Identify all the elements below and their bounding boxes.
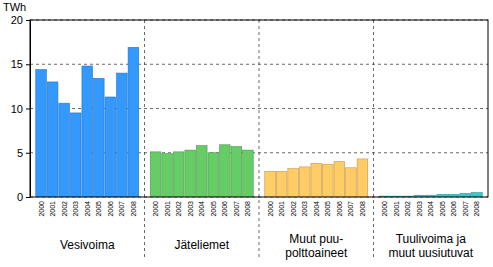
bar (59, 103, 70, 197)
tick-label: 15 (11, 58, 23, 70)
tick-label: 2005 (439, 201, 446, 217)
tick-label: 2001 (49, 201, 56, 217)
tick-mark (26, 197, 30, 198)
group-label: Muut puu-polttoaineet (285, 232, 348, 260)
tick-label: 2002 (290, 201, 297, 217)
tick-label: 2008 (130, 201, 137, 217)
tick-label: 2002 (175, 201, 182, 217)
bar (117, 73, 128, 197)
tick-label: 2006 (336, 201, 343, 217)
tick-label: 2006 (221, 201, 228, 217)
tick: 5 (17, 147, 30, 159)
bar (346, 168, 357, 197)
tick-label: 2000 (38, 201, 45, 217)
tick-label: 2003 (301, 201, 308, 217)
tick-label: 2006 (107, 201, 114, 217)
bar (162, 154, 173, 197)
bar (47, 82, 58, 197)
bar (265, 171, 276, 197)
tick-label: 5 (17, 147, 23, 159)
bar (196, 146, 207, 197)
tick-label: 2003 (72, 201, 79, 217)
bar (185, 150, 196, 197)
tick-label: 2001 (278, 201, 285, 217)
tick-label: 2007 (347, 201, 354, 217)
bar (231, 147, 242, 197)
tick-label: 10 (11, 103, 23, 115)
panel-separator (144, 20, 145, 259)
tick-label: 2000 (381, 201, 388, 217)
bar (150, 152, 161, 197)
tick-mark (26, 153, 30, 154)
bar (288, 169, 299, 197)
tick-label: 2005 (324, 201, 331, 217)
plot-frame (30, 20, 488, 197)
bar (93, 78, 104, 197)
group-label: Tuulivoima jamuut uusiutuvat (388, 232, 473, 260)
bar (243, 150, 254, 197)
tick: 20 (11, 14, 30, 26)
bar (82, 66, 93, 197)
bar (299, 167, 310, 197)
tick-label: 2001 (164, 201, 171, 217)
bar (173, 152, 184, 197)
tick-label: 2006 (450, 201, 457, 217)
tick-label: 2003 (187, 201, 194, 217)
bars (36, 47, 482, 197)
grid (30, 20, 488, 259)
tick-label: 2004 (198, 201, 205, 217)
tick-label: 2004 (313, 201, 320, 217)
axis-line (26, 21, 31, 198)
tick-mark (26, 64, 30, 65)
bar (357, 159, 368, 197)
bar (460, 193, 471, 197)
tick-label: 2007 (462, 201, 469, 217)
panel-separator (259, 20, 260, 259)
bar (322, 164, 333, 197)
group-label: Vesivoima (60, 238, 115, 252)
bar (208, 153, 219, 197)
tick-mark (26, 20, 30, 21)
tick-label: 2002 (61, 201, 68, 217)
tick-label: 2003 (416, 201, 423, 217)
bar (128, 47, 139, 197)
tick: 10 (11, 103, 30, 115)
panel-separator (373, 20, 374, 259)
tick-label: 2002 (404, 201, 411, 217)
tick-label: 2005 (210, 201, 217, 217)
bar (472, 193, 483, 197)
tick-label: 2008 (244, 201, 251, 217)
tick-label: 2005 (95, 201, 102, 217)
tick-label: 2008 (359, 201, 366, 217)
x-labels: 2000 2001 2002 2003 2004 2005 2006 2007 2008 Vesi… (38, 201, 481, 260)
tick-label: 0 (17, 191, 23, 203)
tick-label: 2001 (393, 201, 400, 217)
group-label: Jäteliemet (174, 238, 229, 252)
tick: 0 (17, 191, 30, 203)
bar (220, 145, 231, 197)
chart: 05101520TWh20002001200220032004200520062… (0, 0, 493, 267)
tick-label: 2004 (427, 201, 434, 217)
bar (311, 163, 322, 197)
bar (334, 162, 345, 197)
axis-title: TWh (3, 1, 26, 13)
tick-label: 20 (11, 14, 23, 26)
tick-label: 2000 (152, 201, 159, 217)
tick-label: 2000 (267, 201, 274, 217)
y-axis: 0 5 10 15 20 (11, 14, 31, 203)
bar (36, 70, 47, 197)
tick-mark (26, 109, 30, 110)
tick-label: 2007 (233, 201, 240, 217)
tick-label: 2008 (473, 201, 480, 217)
tick-label: 2004 (84, 201, 91, 217)
bar (70, 113, 81, 197)
tick-label: 2007 (118, 201, 125, 217)
tick: 15 (11, 58, 30, 70)
bar (105, 97, 116, 197)
bar (276, 171, 287, 197)
